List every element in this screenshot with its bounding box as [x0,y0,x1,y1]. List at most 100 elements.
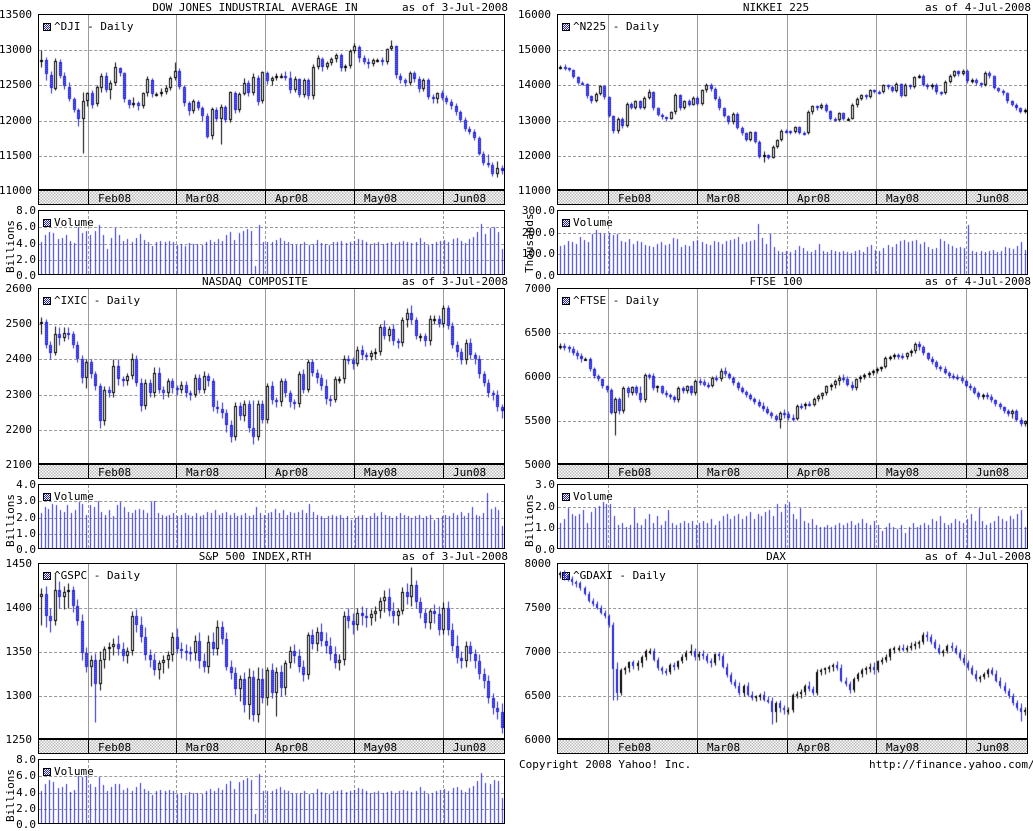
volume-tick-label: 8.0 [16,753,36,766]
volume-series-ixic [39,485,504,548]
volume-axis-title: Billions [523,494,536,547]
y-tick-label: 1450 [5,557,33,570]
volume-tick-label: 8.0 [16,204,36,217]
y-tick-label: 16000 [517,8,551,21]
y-tick-label: 2400 [5,352,33,365]
y-tick-label: 1250 [5,733,33,746]
volume-tick-label: 200.0 [521,226,555,239]
candlestick-series-ixic [39,289,504,463]
y-tick-label: 13000 [517,114,551,127]
y-tick-label: 7000 [524,282,552,295]
volume-tick-label: 3.0 [535,478,555,491]
date-tick-label: Apr08 [797,466,831,479]
date-tick-label: Mar08 [186,466,220,479]
date-tick-label: Jun08 [453,466,487,479]
date-tick-label: May08 [364,741,398,754]
date-tick-label: Apr08 [275,466,309,479]
chart-asof-ixic: as of 3-Jul-2008 [402,275,508,288]
date-tick-sep [608,740,609,753]
date-tick-label: Mar08 [707,741,741,754]
y-tick-label: 6000 [524,370,552,383]
date-tick-sep [88,465,89,478]
date-tick-label: Jun08 [453,741,487,754]
volume-tick-label: 1.0 [16,527,36,540]
y-tick-label: 12000 [0,114,32,127]
date-tick-label: Mar08 [707,466,741,479]
date-tick-label: Jun08 [453,192,487,205]
date-tick-label: May08 [364,192,398,205]
candlestick-series-gdaxi [558,564,1027,738]
footer-url[interactable]: http://finance.yahoo.com/ [869,758,1033,771]
volume-tick-label: 0.0 [535,269,555,282]
chart-title-n225: NIKKEI 225 [742,1,810,14]
date-tick-label: May08 [886,741,920,754]
date-tick-label: Mar08 [186,192,220,205]
date-tick-sep [354,191,355,204]
y-tick-label: 2300 [5,388,33,401]
y-tick-label: 1350 [5,645,33,658]
candlestick-series-n225 [558,15,1027,189]
date-tick-label: Jun08 [976,466,1010,479]
y-tick-label: 15000 [517,43,551,56]
volume-series-n225 [558,211,1027,274]
volume-tick-label: 2.0 [16,253,36,266]
y-tick-label: 2500 [5,317,33,330]
y-tick-label: 2200 [5,423,33,436]
candlestick-series-ftse [558,289,1027,463]
y-tick-label: 1400 [5,601,33,614]
volume-tick-label: 3.0 [16,494,36,507]
date-tick-sep [876,740,877,753]
date-tick-label: May08 [364,466,398,479]
date-tick-label: Apr08 [797,741,831,754]
y-tick-label: 13500 [0,8,32,21]
chart-title-dji: DOW JONES INDUSTRIAL AVERAGE IN [152,1,358,14]
date-tick-sep [176,465,177,478]
volume-tick-label: 1.0 [535,521,555,534]
volume-tick-label: 2.0 [16,802,36,815]
date-axis-dji: Feb08 Mar08 Apr08 May08 Jun08 [38,190,505,205]
date-tick-sep [265,465,266,478]
date-tick-sep [265,740,266,753]
date-tick-sep [354,740,355,753]
volume-tick-label: 0.0 [16,269,36,282]
volume-tick-label: 4.0 [16,478,36,491]
date-tick-sep [787,465,788,478]
chart-asof-gdaxi: as of 4-Jul-2008 [925,550,1031,563]
date-tick-sep [265,191,266,204]
date-tick-sep [966,465,967,478]
y-tick-label: 2600 [5,282,33,295]
chart-title-ixic: NASDAQ COMPOSITE [202,275,308,288]
date-tick-label: Jun08 [976,192,1010,205]
date-tick-sep [697,465,698,478]
y-tick-label: 6500 [524,689,552,702]
volume-tick-label: 2.0 [535,500,555,513]
volume-tick-label: 100.0 [521,247,555,260]
y-tick-label: 8000 [524,557,552,570]
date-tick-label: Feb08 [618,466,652,479]
candlestick-series-gspc [39,564,504,738]
volume-tick-label: 2.0 [16,511,36,524]
date-tick-sep [443,740,444,753]
date-tick-sep [608,191,609,204]
y-tick-label: 5500 [524,414,552,427]
volume-tick-label: 6.0 [16,769,36,782]
volume-series-ftse [558,485,1027,548]
date-tick-sep [88,191,89,204]
volume-axis-title: Billions [4,494,17,547]
candlestick-series-dji [39,15,504,189]
date-tick-label: Feb08 [98,192,132,205]
footer-copyright: Copyright 2008 Yahoo! Inc. [519,758,692,771]
volume-axis-title: Thousands [523,213,536,273]
date-tick-sep [876,191,877,204]
date-tick-sep [443,191,444,204]
volume-series-dji [39,211,504,274]
date-tick-label: Apr08 [797,192,831,205]
date-tick-sep [876,465,877,478]
date-tick-label: Feb08 [98,466,132,479]
date-axis-gspc: Feb08 Mar08 Apr08 May08 Jun08 [38,739,505,754]
y-tick-label: 14000 [517,78,551,91]
date-tick-sep [176,191,177,204]
date-tick-sep [176,740,177,753]
chart-asof-ftse: as of 4-Jul-2008 [925,275,1031,288]
